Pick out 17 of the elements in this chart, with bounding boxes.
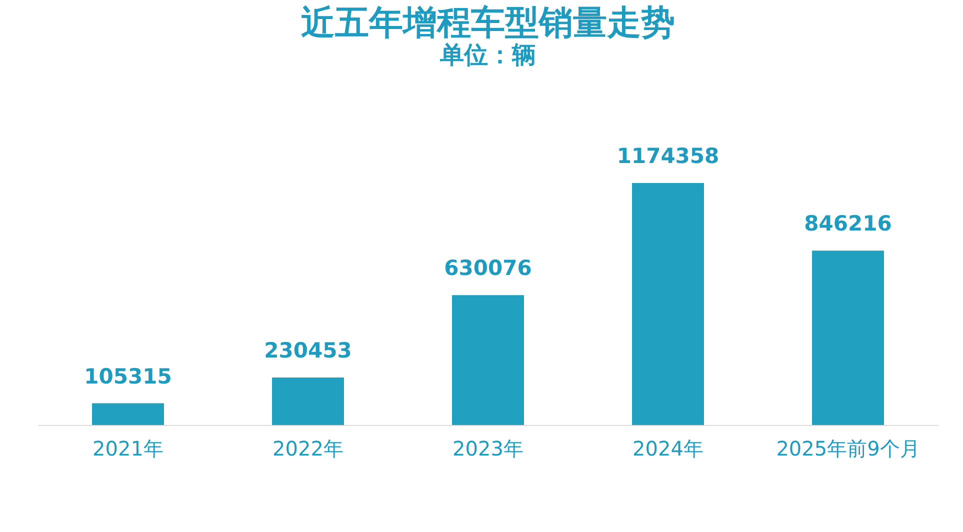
data-label: 105315 [84, 364, 172, 388]
data-label: 630076 [444, 256, 532, 280]
data-label: 1174358 [616, 144, 720, 168]
data-label: 846216 [804, 212, 892, 236]
x-tick-label: 2024年 [632, 436, 704, 460]
bar [452, 295, 524, 425]
bar [272, 378, 344, 425]
chart-title: 近五年增程车型销量走势 [301, 3, 675, 43]
chart-subtitle: 单位：辆 [439, 41, 536, 69]
x-tick-label: 2025年前9个月 [776, 436, 920, 460]
x-tick-label: 2022年 [272, 436, 344, 460]
data-label: 230453 [264, 338, 352, 363]
bar [632, 183, 704, 425]
bar [92, 403, 164, 425]
x-tick-label: 2021年 [92, 436, 164, 460]
x-tick-label: 2023年 [452, 436, 524, 460]
bar [812, 250, 884, 425]
